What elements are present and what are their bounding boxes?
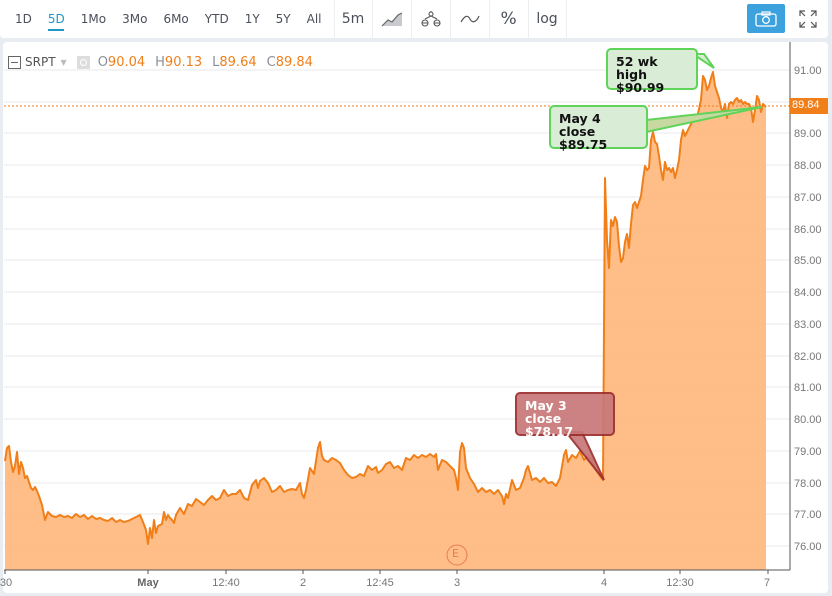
svg-text:7: 7 <box>764 577 770 589</box>
compare-icon <box>420 11 441 27</box>
annotation-52wk-high[interactable]: 52 wk high $90.99 <box>606 48 698 94</box>
earnings-marker[interactable] <box>446 544 468 566</box>
compare-button[interactable] <box>410 0 450 38</box>
percent-button[interactable]: % <box>488 0 528 38</box>
timeframe-group: 1D 5D 1Mo 3Mo 6Mo YTD 1Y 5Y All <box>0 0 334 38</box>
svg-text:88.00: 88.00 <box>794 160 822 172</box>
price-area <box>5 72 766 570</box>
price-axis-labels: 91.00 89.00 88.00 87.00 86.00 85.00 84.00 83.00… <box>794 65 822 553</box>
annotation-may3-title: May 3 close <box>525 398 567 426</box>
price-line <box>4 71 767 545</box>
timeframe-6mo[interactable]: 6Mo <box>163 12 189 26</box>
annotation-may3-close[interactable]: May 3 close $78.17 <box>515 392 615 439</box>
collapse-icon[interactable] <box>8 55 21 69</box>
close-label: C <box>266 54 276 70</box>
symbol-label[interactable]: SRPT <box>25 55 56 69</box>
svg-text:79.00: 79.00 <box>794 446 822 458</box>
symbol-dropdown-icon[interactable]: ▼ <box>60 57 67 67</box>
svg-text:78.00: 78.00 <box>794 478 822 490</box>
svg-text:80.00: 80.00 <box>794 414 822 426</box>
timeframe-5y[interactable]: 5Y <box>275 12 291 26</box>
time-axis-labels: 30 May 12:40 2 12:45 3 4 12:30 7 <box>0 577 770 589</box>
svg-text:85.00: 85.00 <box>794 255 822 267</box>
svg-text:May: May <box>137 577 159 589</box>
log-button[interactable]: log <box>527 0 567 38</box>
svg-text:12:30: 12:30 <box>666 577 694 589</box>
svg-text:81.00: 81.00 <box>794 382 822 394</box>
annotation-may3-value: $78.17 <box>525 424 574 439</box>
svg-text:82.00: 82.00 <box>794 351 822 363</box>
price-tag-label: 89.84 <box>792 99 820 111</box>
svg-text:3: 3 <box>454 577 460 589</box>
svg-text:30: 30 <box>0 577 12 589</box>
indicators-button[interactable] <box>449 0 489 38</box>
fullscreen-icon <box>799 10 817 28</box>
svg-text:76.00: 76.00 <box>794 541 822 553</box>
chart-legend: SRPT ▼ O 90.04 H 90.13 L 89.64 C 89.84 <box>5 50 313 74</box>
timeframe-1mo[interactable]: 1Mo <box>80 12 107 26</box>
high-value: 90.13 <box>164 54 203 70</box>
annotation-52wk-high-title: 52 wk high <box>616 54 658 82</box>
earnings-marker-label: E <box>452 547 459 560</box>
svg-text:4: 4 <box>601 577 607 589</box>
annotation-52wk-high-value: $90.99 <box>616 80 665 95</box>
toolbar: 1D 5D 1Mo 3Mo 6Mo YTD 1Y 5Y All 5m % log <box>0 0 828 38</box>
close-value: 89.84 <box>275 54 313 70</box>
annotation-may4-close[interactable]: May 4 close $89.75 <box>549 105 648 152</box>
timeframe-ytd[interactable]: YTD <box>204 12 229 26</box>
svg-text:12:45: 12:45 <box>366 577 394 589</box>
svg-text:83.00: 83.00 <box>794 319 822 331</box>
annotation-may4-title: May 4 close <box>559 111 601 139</box>
indicator-icon <box>459 15 480 23</box>
low-label: L <box>212 54 220 70</box>
svg-text:84.00: 84.00 <box>794 287 822 299</box>
timeframe-all[interactable]: All <box>306 12 322 26</box>
svg-text:89.00: 89.00 <box>794 128 822 140</box>
annotation-may4-value: $89.75 <box>559 137 608 152</box>
screenshot-button[interactable] <box>747 4 785 33</box>
price-tag <box>790 98 828 114</box>
screenshot-camera-icon <box>755 10 777 27</box>
timeframe-5d[interactable]: 5D <box>40 0 73 38</box>
timeframe-1d[interactable]: 1D <box>15 12 32 26</box>
chart-style-button[interactable] <box>371 0 411 38</box>
area-chart-icon <box>381 12 402 27</box>
svg-text:87.00: 87.00 <box>794 192 822 204</box>
settings-icon[interactable] <box>76 55 90 69</box>
fullscreen-button[interactable] <box>794 6 822 32</box>
svg-text:91.00: 91.00 <box>794 65 822 77</box>
svg-text:12:40: 12:40 <box>212 577 240 589</box>
low-value: 89.64 <box>219 54 257 70</box>
open-value: 90.04 <box>107 54 146 70</box>
timeframe-1y[interactable]: 1Y <box>244 12 260 26</box>
time-axis-ticks <box>4 570 769 574</box>
svg-text:86.00: 86.00 <box>794 224 822 236</box>
svg-text:2: 2 <box>300 577 306 589</box>
svg-text:77.00: 77.00 <box>794 509 822 521</box>
high-label: H <box>155 54 165 70</box>
interval-button[interactable]: 5m <box>333 0 372 38</box>
timeframe-3mo[interactable]: 3Mo <box>122 12 148 26</box>
open-label: O <box>97 54 108 70</box>
